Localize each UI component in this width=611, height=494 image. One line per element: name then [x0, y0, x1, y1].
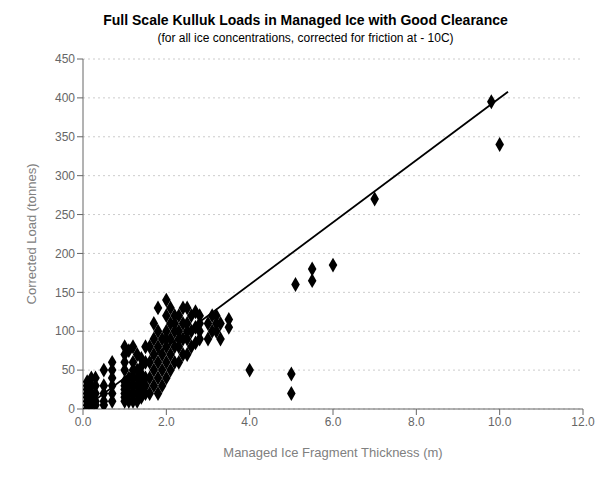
html-text:Full Scale Kulluk Loads in Man: Full Scale Kulluk Loads in Managed Ice w…: [103, 12, 508, 28]
svg-text:150: 150: [55, 286, 75, 300]
svg-text:350: 350: [55, 130, 75, 144]
svg-text:6.0: 6.0: [325, 415, 342, 429]
svg-text:0.0: 0.0: [75, 415, 92, 429]
svg-text:4.0: 4.0: [241, 415, 258, 429]
html-text:(for all ice concentrations, c: (for all ice concentrations, corrected f…: [157, 31, 454, 45]
svg-text:100: 100: [55, 324, 75, 338]
svg-text:12.0: 12.0: [571, 415, 595, 429]
svg-text:450: 450: [55, 52, 75, 66]
svg-text:50: 50: [62, 363, 76, 377]
svg-text:Managed Ice Fragment Thickness: Managed Ice Fragment Thickness (m): [223, 445, 442, 460]
svg-text:300: 300: [55, 169, 75, 183]
svg-text:0: 0: [68, 402, 75, 416]
svg-text:Corrected Load (tonnes): Corrected Load (tonnes): [24, 164, 39, 305]
svg-text:400: 400: [55, 91, 75, 105]
svg-text:200: 200: [55, 247, 75, 261]
svg-text:8.0: 8.0: [408, 415, 425, 429]
svg-text:250: 250: [55, 208, 75, 222]
svg-text:10.0: 10.0: [488, 415, 512, 429]
svg-text:2.0: 2.0: [158, 415, 175, 429]
